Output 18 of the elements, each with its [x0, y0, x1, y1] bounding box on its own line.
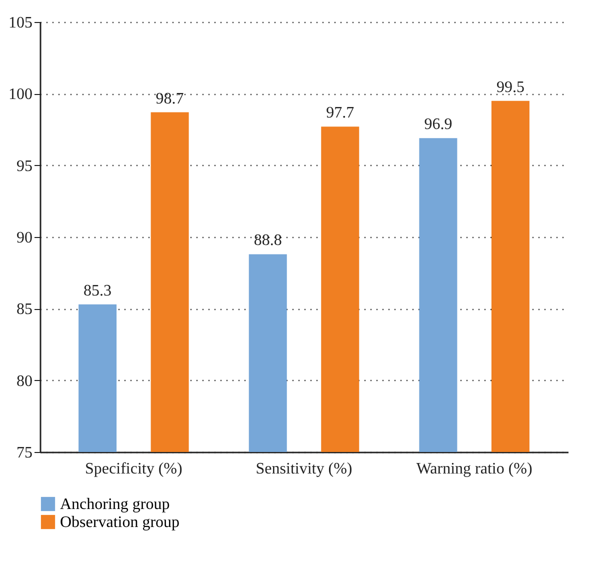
- data-label: 88.8: [254, 232, 282, 250]
- data-label: 85.3: [84, 282, 112, 300]
- data-label: 97.7: [326, 104, 354, 122]
- y-tick-label: 95: [16, 158, 32, 175]
- y-tick-label: 80: [16, 372, 32, 390]
- y-tick-label: 85: [16, 301, 32, 318]
- data-label: 98.7: [156, 90, 184, 108]
- y-tick-label: 100: [8, 86, 32, 104]
- x-tick-label: Warning ratio (%): [416, 460, 532, 478]
- legend-label: Observation group: [60, 514, 180, 531]
- y-tick-label: 105: [8, 14, 32, 32]
- legend-label: Anchoring group: [60, 496, 170, 513]
- y-tick-label: 90: [16, 230, 32, 246]
- x-tick-label: Specificity (%): [85, 460, 182, 478]
- y-tick-label: 75: [16, 444, 32, 462]
- data-label: 99.5: [496, 78, 524, 96]
- data-label: 96.9: [424, 116, 452, 134]
- x-tick-label: Sensitivity (%): [256, 460, 352, 478]
